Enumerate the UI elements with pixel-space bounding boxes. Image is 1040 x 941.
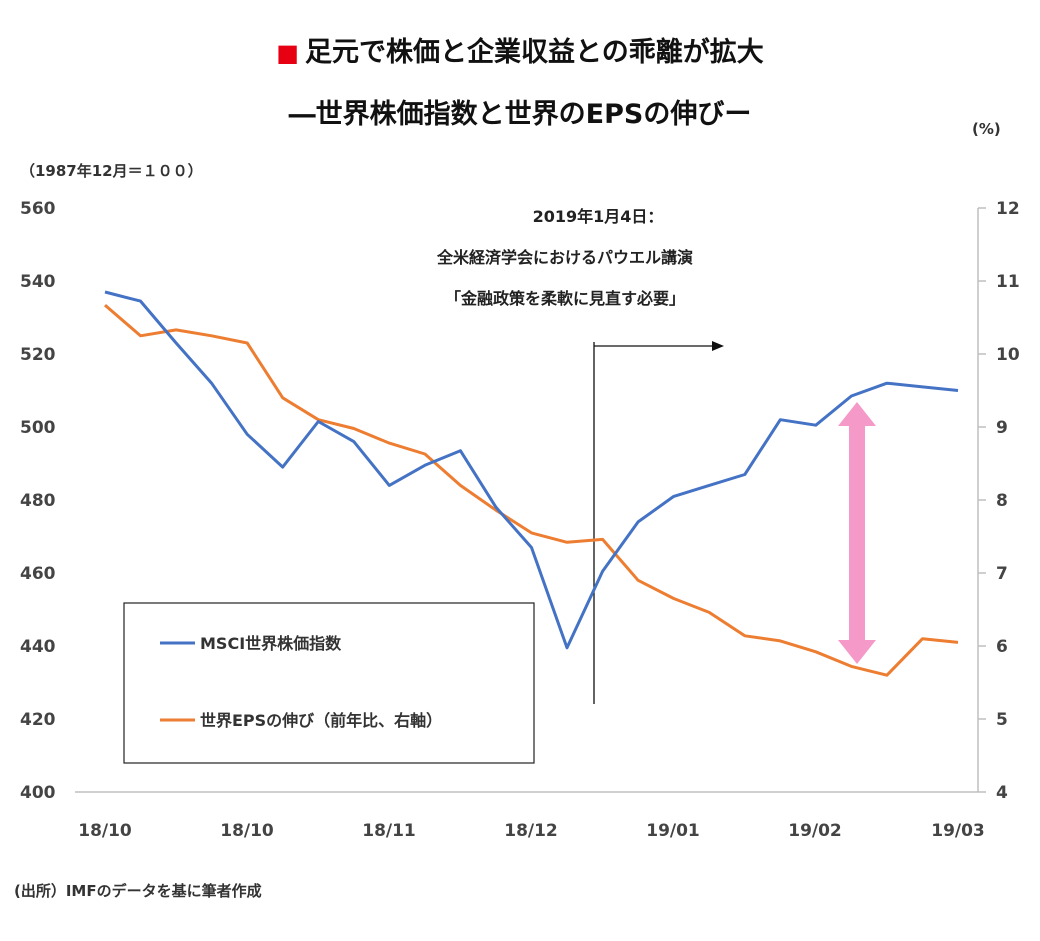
legend-box bbox=[123, 602, 535, 764]
y-left-tick-label: 460 bbox=[20, 564, 56, 584]
annotation-date: 2019年1月4日： bbox=[533, 207, 664, 226]
source-note: (出所）IMFのデータを基に筆者作成 bbox=[14, 882, 262, 900]
y-left-tick-label: 400 bbox=[20, 783, 56, 803]
y-right-tick-label: 5 bbox=[996, 710, 1008, 730]
annotation-event: 全米経済学会におけるパウエル講演 bbox=[436, 248, 693, 267]
gap-arrow-head-up bbox=[838, 402, 876, 426]
eps-growth-line bbox=[104, 303, 959, 677]
y-right-tick-label: 10 bbox=[996, 345, 1020, 365]
x-tick-label: 18/12 bbox=[504, 821, 558, 841]
x-tick-label: 19/01 bbox=[646, 821, 700, 841]
y-left-tick-label: 520 bbox=[20, 345, 56, 365]
gap-arrow-shaft bbox=[849, 424, 865, 642]
event-marker bbox=[593, 341, 724, 704]
x-tick-label: 18/10 bbox=[220, 821, 274, 841]
y-right-tick-label: 11 bbox=[996, 272, 1020, 292]
x-tick-label: 19/02 bbox=[788, 821, 842, 841]
y-right-tick-label: 6 bbox=[996, 637, 1008, 657]
chart-title-text: 足元で株価と企業収益との乖離が拡大 bbox=[304, 37, 764, 68]
y-left-tick-label: 480 bbox=[20, 491, 56, 511]
x-tick-label: 18/10 bbox=[78, 821, 132, 841]
gap-arrow-head-down bbox=[838, 640, 876, 664]
chart-title: ■ 足元で株価と企業収益との乖離が拡大 bbox=[0, 30, 1040, 69]
y-left-tick-label: 420 bbox=[20, 710, 56, 730]
y-left-tick-label: 500 bbox=[20, 418, 56, 438]
y-right-tick-label: 9 bbox=[996, 418, 1008, 438]
tick-labels: 5605405205004804604404204001211109876541… bbox=[20, 199, 1020, 841]
red-square-icon: ■ bbox=[276, 39, 299, 67]
right-axis-unit: (%) bbox=[972, 120, 1001, 138]
y-left-tick-label: 440 bbox=[20, 637, 56, 657]
y-left-tick-label: 560 bbox=[20, 199, 56, 219]
annotation-quote: 「金融政策を柔軟に見直す必要」 bbox=[445, 289, 685, 308]
y-left-tick-label: 540 bbox=[20, 272, 56, 292]
msci-index-line bbox=[104, 290, 959, 650]
left-axis-unit: （1987年12月＝１００） bbox=[20, 162, 203, 180]
x-tick-label: 18/11 bbox=[362, 821, 416, 841]
gap-arrow bbox=[838, 402, 876, 664]
y-right-tick-label: 7 bbox=[996, 564, 1008, 584]
y-right-tick-label: 8 bbox=[996, 491, 1008, 511]
event-arrowhead bbox=[712, 341, 724, 351]
series-lines bbox=[104, 290, 959, 677]
chart-subtitle: ―世界株価指数と世界のEPSの伸びー bbox=[288, 99, 752, 130]
y-right-tick-label: 4 bbox=[996, 783, 1008, 803]
x-tick-label: 19/03 bbox=[931, 821, 985, 841]
y-right-tick-label: 12 bbox=[996, 199, 1020, 219]
legend-eps-label: 世界EPSの伸び（前年比、右軸） bbox=[200, 711, 442, 730]
legend-msci-label: MSCI世界株価指数 bbox=[200, 634, 342, 653]
